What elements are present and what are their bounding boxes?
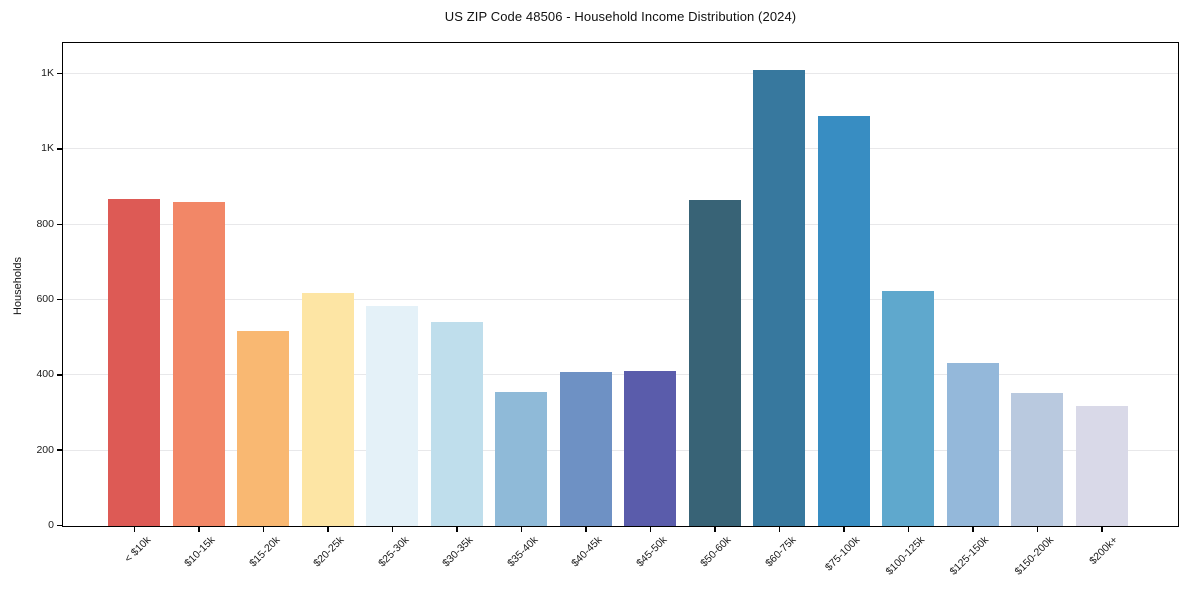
xtick-label: < $10k [121,534,153,565]
bar-$60-75k [753,69,805,526]
xtick-label: $100-125k [883,534,927,578]
xtick-mark [520,526,523,532]
bar-$35-40k [495,391,547,526]
bar-$30-35k [430,322,483,526]
xtick-label: $75-100k [823,534,863,574]
gridline [63,223,1178,225]
ytick-label: 0 [48,519,54,531]
xtick-mark [262,526,265,532]
ytick-label: 200 [36,443,54,456]
xtick-mark [327,526,329,532]
ytick-mark [57,72,62,75]
xtick-label: $30-35k [440,534,476,570]
ytick-label: 600 [36,293,54,306]
xtick-mark [456,526,458,532]
plot-area [62,42,1179,527]
ytick-mark [57,148,62,150]
gridline [63,299,1178,301]
xtick-label: $150-200k [1012,534,1056,578]
ytick-mark [57,298,62,301]
bar-$150-200k [1011,393,1063,526]
ytick-label: 400 [36,368,54,381]
xtick-label: $25-30k [375,534,411,570]
xtick-mark [133,526,136,532]
xtick-label: $60-75k [762,534,798,570]
xtick-mark [843,526,845,532]
xtick-label: $40-45k [569,534,605,570]
xtick-label: $45-50k [633,534,669,570]
bar-$100-125k [882,291,934,526]
bar-$50-60k [688,199,741,526]
chart-title: US ZIP Code 48506 - Household Income Dis… [444,9,797,24]
ytick-label: 1K [41,142,54,155]
bar-$15-20k [237,330,289,526]
xtick-label: $35-40k [504,534,540,570]
xtick-mark [714,526,716,532]
xtick-mark [585,526,587,532]
xtick-mark [649,526,652,532]
xtick-mark [198,526,200,532]
ytick-mark [57,449,62,451]
gridline [63,374,1178,376]
bar-$10-15k [172,202,225,526]
xtick-mark [1036,526,1039,532]
gridline [63,148,1178,150]
bar-$45-50k [624,371,676,526]
gridline [63,73,1178,75]
xtick-label: $15-20k [246,534,282,570]
ytick-label: 1K [41,67,54,80]
xtick-label: $10-15k [182,534,218,570]
bar-$40-45k [559,372,612,526]
xtick-mark [972,526,974,532]
ytick-mark [57,524,62,527]
xtick-mark [907,526,910,532]
bar-$25-30k [366,305,418,526]
bar-$125-150k [946,363,999,526]
xtick-mark [778,526,781,532]
bar-$20-25k [301,293,354,526]
bar-$75-100k [817,116,870,526]
ytick-label: 800 [36,217,54,230]
ytick-mark [57,223,62,225]
xtick-mark [1101,526,1103,532]
xtick-label: $125-150k [947,534,992,578]
bar-$200k+ [1075,406,1128,526]
xtick-label: $20-25k [311,534,347,570]
gridline [63,449,1178,451]
ytick-mark [57,374,62,376]
bar-< $10k [108,199,160,526]
y-axis-label: Households [12,256,24,316]
xtick-mark [391,526,394,532]
xtick-label: $50-60k [698,534,734,570]
xtick-label: $200k+ [1087,534,1121,568]
